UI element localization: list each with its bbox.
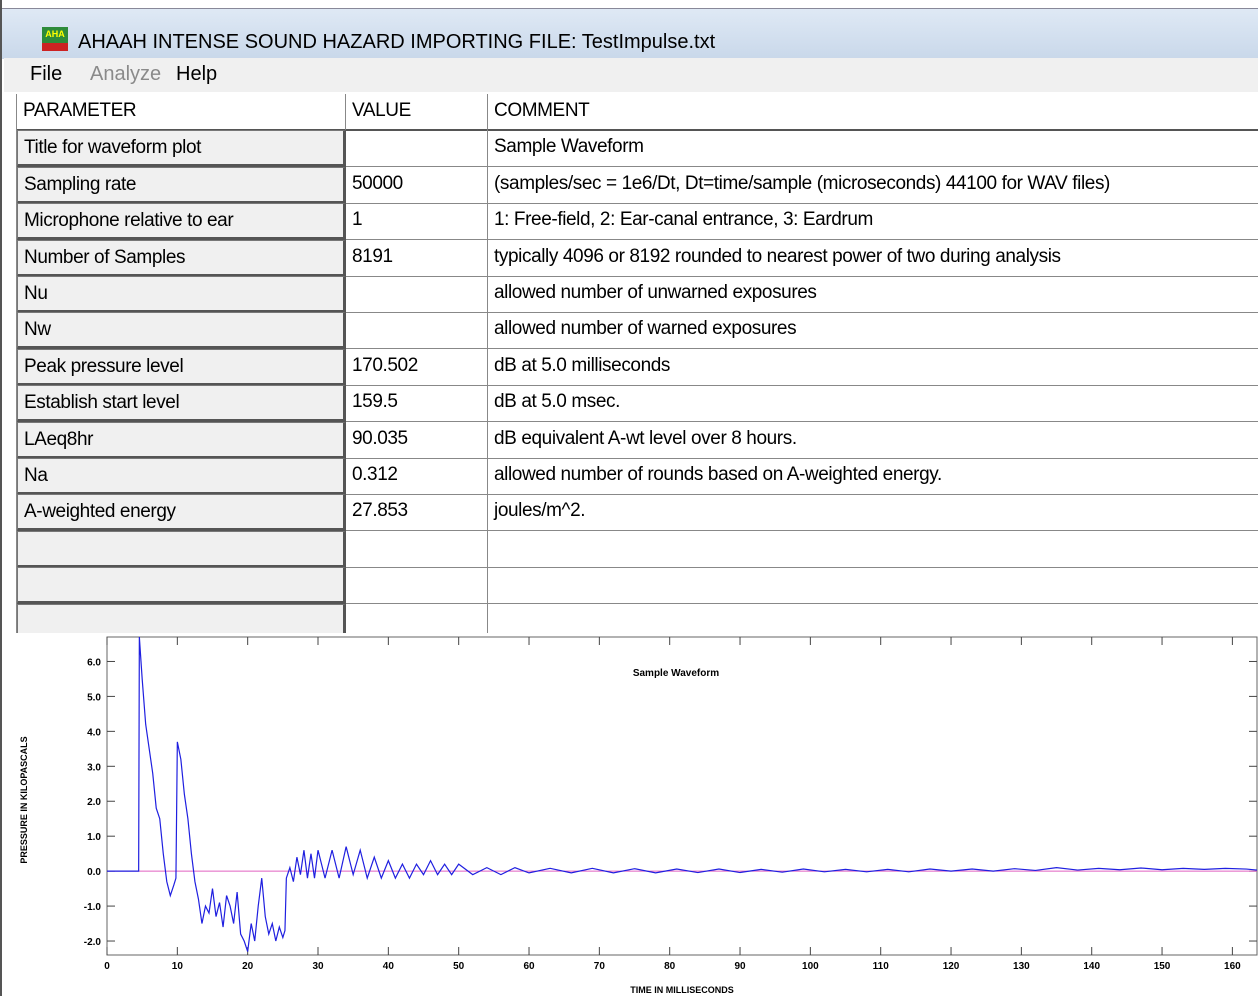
- empty-cell[interactable]: [488, 567, 1258, 605]
- x-tick-label: 150: [1154, 961, 1171, 972]
- column-header: PARAMETER: [17, 94, 346, 131]
- parameter-cell: Title for waveform plot: [17, 130, 346, 168]
- x-tick-label: 60: [523, 961, 535, 972]
- comment-cell[interactable]: dB at 5.0 msec.: [488, 385, 1258, 423]
- x-tick-label: 80: [664, 961, 676, 972]
- y-tick-label: 6.0: [87, 657, 101, 668]
- value-cell[interactable]: 8191: [346, 239, 488, 277]
- menu-help[interactable]: Help: [176, 63, 218, 85]
- app-icon: AHA: [42, 27, 68, 51]
- x-axis-label: TIME IN MILLISECONDS: [630, 985, 734, 995]
- empty-cell[interactable]: [488, 531, 1258, 568]
- plot-frame: [106, 636, 1258, 956]
- x-tick-label: 30: [312, 961, 324, 972]
- value-cell[interactable]: 0.312: [346, 458, 488, 495]
- x-tick-label: 160: [1224, 961, 1241, 972]
- parameter-cell: Na: [17, 458, 346, 495]
- parameter-cell: Peak pressure level: [17, 348, 346, 386]
- value-cell[interactable]: 90.035: [346, 421, 488, 459]
- y-tick-label: 5.0: [87, 692, 101, 703]
- waveform-chart: -2.0 -1.0 0.0 1.0 2.0 3.0 4.0 5.0 6.0 0 10 20 30 40 50…: [19, 636, 1258, 995]
- comment-cell[interactable]: (samples/sec = 1e6/Dt, Dt=time/sample (m…: [488, 167, 1258, 204]
- empty-cell[interactable]: [488, 604, 1258, 633]
- menu-bar: File Analyze Help: [4, 58, 1258, 92]
- y-tick-label: 0.0: [87, 867, 101, 878]
- comment-cell[interactable]: allowed number of unwarned exposures: [488, 276, 1258, 313]
- window-title: AHAAH INTENSE SOUND HAZARD IMPORTING FIL…: [78, 31, 716, 53]
- value-cell[interactable]: [346, 312, 488, 350]
- value-cell[interactable]: 50000: [346, 166, 488, 204]
- value-cell[interactable]: 170.502: [346, 348, 488, 386]
- x-tick-label: 140: [1083, 961, 1100, 972]
- y-axis-label: PRESSURE IN KILOPASCALS: [19, 736, 29, 863]
- column-header: VALUE: [346, 94, 488, 131]
- x-tick-label: 0: [104, 961, 110, 972]
- parameter-cell: Sampling rate: [17, 166, 346, 204]
- y-tick-label: -1.0: [84, 902, 102, 913]
- empty-cell: [17, 530, 346, 568]
- x-tick-label: 40: [383, 961, 395, 972]
- value-cell[interactable]: [346, 130, 488, 168]
- comment-cell[interactable]: dB equivalent A-wt level over 8 hours.: [488, 422, 1258, 459]
- comment-cell[interactable]: joules/m^2.: [488, 494, 1258, 532]
- title-bar: AHA AHAAH INTENSE SOUND HAZARD IMPORTING…: [2, 8, 1258, 59]
- x-tick-label: 20: [242, 961, 254, 972]
- y-tick-label: 1.0: [87, 832, 101, 843]
- waveform-line: [107, 636, 1258, 952]
- x-tick-label: 100: [802, 961, 819, 972]
- x-tick-label: 130: [1013, 961, 1030, 972]
- parameter-cell: Establish start level: [17, 385, 346, 423]
- x-tick-label: 90: [734, 961, 746, 972]
- parameter-cell: Number of Samples: [17, 239, 346, 277]
- comment-cell[interactable]: dB at 5.0 milliseconds: [488, 349, 1258, 386]
- y-tick-label: 3.0: [87, 762, 101, 773]
- comment-cell[interactable]: 1: Free-field, 2: Ear-canal entrance, 3:…: [488, 203, 1258, 241]
- chart-title: Sample Waveform: [633, 668, 719, 679]
- empty-cell[interactable]: [346, 603, 488, 633]
- y-tick-label: 2.0: [87, 797, 101, 808]
- value-cell[interactable]: 27.853: [346, 494, 488, 532]
- comment-cell[interactable]: Sample Waveform: [488, 130, 1258, 168]
- menu-analyze: Analyze: [90, 63, 162, 85]
- empty-cell: [17, 603, 346, 633]
- empty-cell[interactable]: [346, 530, 488, 568]
- parameter-cell: Nw: [17, 312, 346, 350]
- empty-cell[interactable]: [346, 567, 488, 605]
- value-cell[interactable]: 159.5: [346, 385, 488, 423]
- x-tick-label: 10: [172, 961, 184, 972]
- y-tick-label: 4.0: [87, 727, 101, 738]
- x-tick-label: 70: [594, 961, 606, 972]
- parameter-cell: Nu: [17, 276, 346, 313]
- x-tick-label: 110: [873, 961, 890, 972]
- parameter-cell: LAeq8hr: [17, 421, 346, 459]
- menu-file[interactable]: File: [30, 63, 63, 85]
- parameter-cell: Microphone relative to ear: [17, 203, 346, 241]
- value-cell[interactable]: 1: [346, 203, 488, 241]
- parameter-table: PARAMETER VALUE COMMENT Title for waveform …: [16, 94, 1258, 633]
- y-tick-label: -2.0: [84, 937, 102, 948]
- empty-cell: [17, 567, 346, 605]
- x-tick-label: 50: [453, 961, 465, 972]
- comment-cell[interactable]: allowed number of rounds based on A-weig…: [488, 458, 1258, 495]
- parameter-cell: A-weighted energy: [17, 494, 346, 532]
- x-tick-label: 120: [943, 961, 960, 972]
- comment-cell[interactable]: allowed number of warned exposures: [488, 312, 1258, 350]
- comment-cell[interactable]: typically 4096 or 8192 rounded to neares…: [488, 240, 1258, 277]
- value-cell[interactable]: [346, 276, 488, 313]
- column-header: COMMENT: [488, 94, 1258, 131]
